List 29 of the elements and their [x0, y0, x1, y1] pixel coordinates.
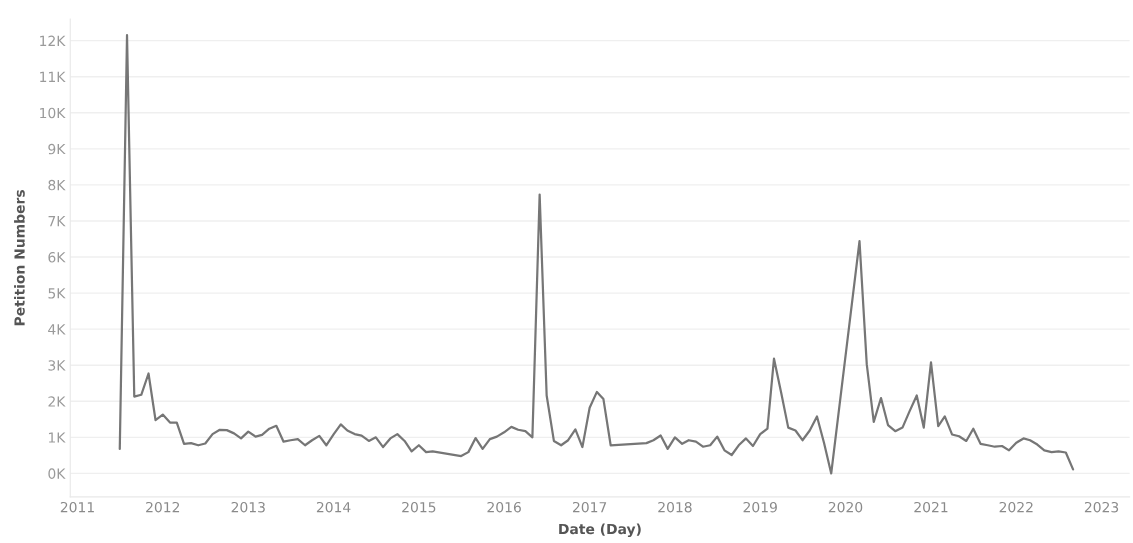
x-tick-label: 2012 — [146, 501, 180, 513]
y-tick-label: 2K — [48, 396, 66, 407]
x-tick-label: 2023 — [1084, 501, 1119, 513]
x-tick-label: 2013 — [231, 501, 265, 513]
y-tick-label: 6K — [48, 251, 66, 263]
y-tick-label: 11K — [40, 71, 66, 82]
line-series — [118, 34, 1075, 475]
y-tick-label: 7K — [48, 216, 66, 227]
y-tick-label: 1K — [48, 432, 66, 443]
y-axis-title: Petition Numbers — [14, 190, 25, 326]
y-tick-label: 3K — [48, 360, 66, 371]
x-tick-label: 2021 — [914, 501, 948, 513]
x-tick-label: 2015 — [402, 501, 436, 513]
x-tick-label: 2018 — [658, 501, 692, 513]
y-tick-label: 12K — [40, 35, 66, 46]
x-tick-label: 2014 — [316, 501, 351, 513]
y-tick-label: 4K — [48, 324, 66, 335]
y-tick-label: 10K — [40, 107, 66, 119]
x-tick-label: 2011 — [60, 501, 94, 513]
x-tick-label: 2022 — [999, 501, 1033, 513]
y-tick-label: 5K — [48, 288, 66, 299]
x-tick-label: 2016 — [487, 501, 521, 513]
x-tick-label: 2019 — [743, 501, 777, 513]
x-axis-title: Date (Day) — [559, 523, 641, 538]
y-tick-label: 0K — [48, 468, 66, 479]
y-tick-label: 9K — [48, 143, 66, 155]
x-tick-label: 2017 — [572, 501, 607, 513]
y-tick-label: 8K — [48, 179, 66, 191]
x-tick-label: 2020 — [828, 501, 863, 513]
